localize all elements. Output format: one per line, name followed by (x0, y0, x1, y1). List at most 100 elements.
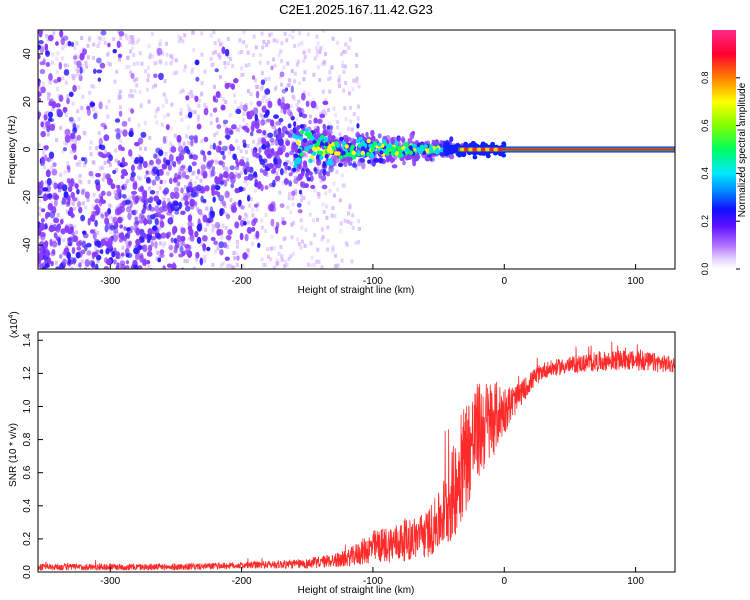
spectral-point (231, 205, 237, 213)
spectral-point (53, 232, 58, 239)
spectral-point (158, 253, 165, 258)
spectral-point (262, 40, 266, 45)
spectral-point (65, 63, 69, 68)
spectral-point (63, 191, 69, 199)
spectral-point (361, 161, 366, 170)
spectral-point (195, 251, 200, 259)
spectral-point (148, 136, 152, 141)
spectral-point (262, 114, 266, 119)
spectral-point (394, 140, 399, 146)
spectral-point (296, 140, 301, 146)
spectral-point (214, 249, 218, 254)
spectral-point (330, 213, 334, 218)
spectral-point (180, 240, 185, 247)
spectral-point (77, 85, 81, 90)
spectral-point (45, 62, 51, 68)
spectral-point (307, 91, 311, 96)
spectral-point (159, 221, 165, 228)
spectral-point (38, 87, 42, 92)
spectral-point (339, 136, 344, 142)
spectral-point (241, 156, 245, 161)
spectral-point (52, 162, 57, 168)
spectral-point (48, 224, 55, 233)
spectral-point (233, 256, 237, 261)
spectral-point (342, 49, 346, 54)
spectral-point (71, 247, 76, 255)
spectral-point (484, 147, 490, 152)
spectral-point (355, 52, 359, 57)
spectral-point (264, 185, 269, 190)
spectral-point (75, 41, 79, 46)
spectral-point (138, 51, 142, 56)
spectral-point (291, 94, 295, 99)
spectral-point (344, 241, 348, 246)
spectral-point (222, 242, 228, 249)
spectral-point (407, 138, 413, 144)
spectral-point (254, 84, 258, 89)
spectral-point (281, 220, 287, 226)
spectral-point (75, 55, 79, 60)
spectral-point (38, 44, 41, 50)
spectral-point (239, 105, 243, 110)
spectral-point (251, 53, 255, 58)
spectral-point (76, 134, 82, 141)
spectral-point (187, 111, 193, 119)
spectral-point (212, 30, 216, 35)
spectral-point (186, 250, 193, 258)
spectral-point (177, 34, 181, 39)
spectral-point (114, 221, 119, 229)
spectral-point (133, 271, 137, 276)
spectral-point (145, 205, 152, 211)
spectral-point (322, 168, 327, 176)
spectral-point (168, 216, 173, 224)
spectral-point (98, 36, 102, 41)
spectral-point (104, 149, 108, 154)
spectral-point (317, 194, 321, 199)
spectral-point (271, 125, 275, 130)
spectral-point (294, 168, 298, 173)
spectral-point (40, 121, 44, 128)
spectrogram-y-label: Frequency (Hz) (7, 116, 18, 185)
spectral-point (60, 37, 65, 46)
spectral-point (219, 263, 223, 268)
spectral-point (251, 227, 256, 232)
spectral-point (341, 141, 346, 146)
snr-scale-label: (x10 (9, 318, 20, 338)
spectral-point (202, 257, 206, 262)
spectral-point (291, 196, 295, 201)
spectral-point (274, 84, 278, 89)
spectral-point (170, 102, 174, 107)
x-tick-label: -100 (363, 276, 383, 287)
spectral-point (224, 166, 228, 171)
spectral-point (215, 145, 221, 153)
spectral-point (115, 251, 120, 259)
spectral-point (209, 56, 213, 61)
spectral-point (130, 264, 137, 269)
spectral-point (220, 235, 224, 240)
spectral-point (257, 137, 261, 142)
spectral-point (314, 168, 318, 175)
spectral-point (285, 38, 289, 43)
spectral-point (216, 246, 220, 251)
spectral-point (218, 160, 224, 166)
spectral-point (134, 195, 139, 204)
spectral-point (179, 169, 183, 174)
spectral-point (127, 240, 132, 246)
spectral-point (51, 101, 57, 109)
spectral-point (341, 60, 345, 65)
spectral-point (210, 63, 214, 68)
spectral-point (63, 69, 70, 76)
spectral-point (96, 230, 100, 235)
spectral-point (64, 128, 71, 137)
spectral-point (297, 99, 301, 104)
spectral-point (118, 30, 125, 37)
spectral-point (139, 103, 143, 108)
figure-title: C2E1.2025.167.11.42.G23 (279, 2, 433, 17)
spectral-point (138, 156, 144, 164)
spectral-point (468, 147, 474, 152)
spectral-point (67, 186, 73, 193)
spectral-point (151, 179, 157, 186)
spectral-point (126, 55, 130, 60)
spectral-point (120, 252, 125, 257)
spectral-point (38, 80, 41, 87)
